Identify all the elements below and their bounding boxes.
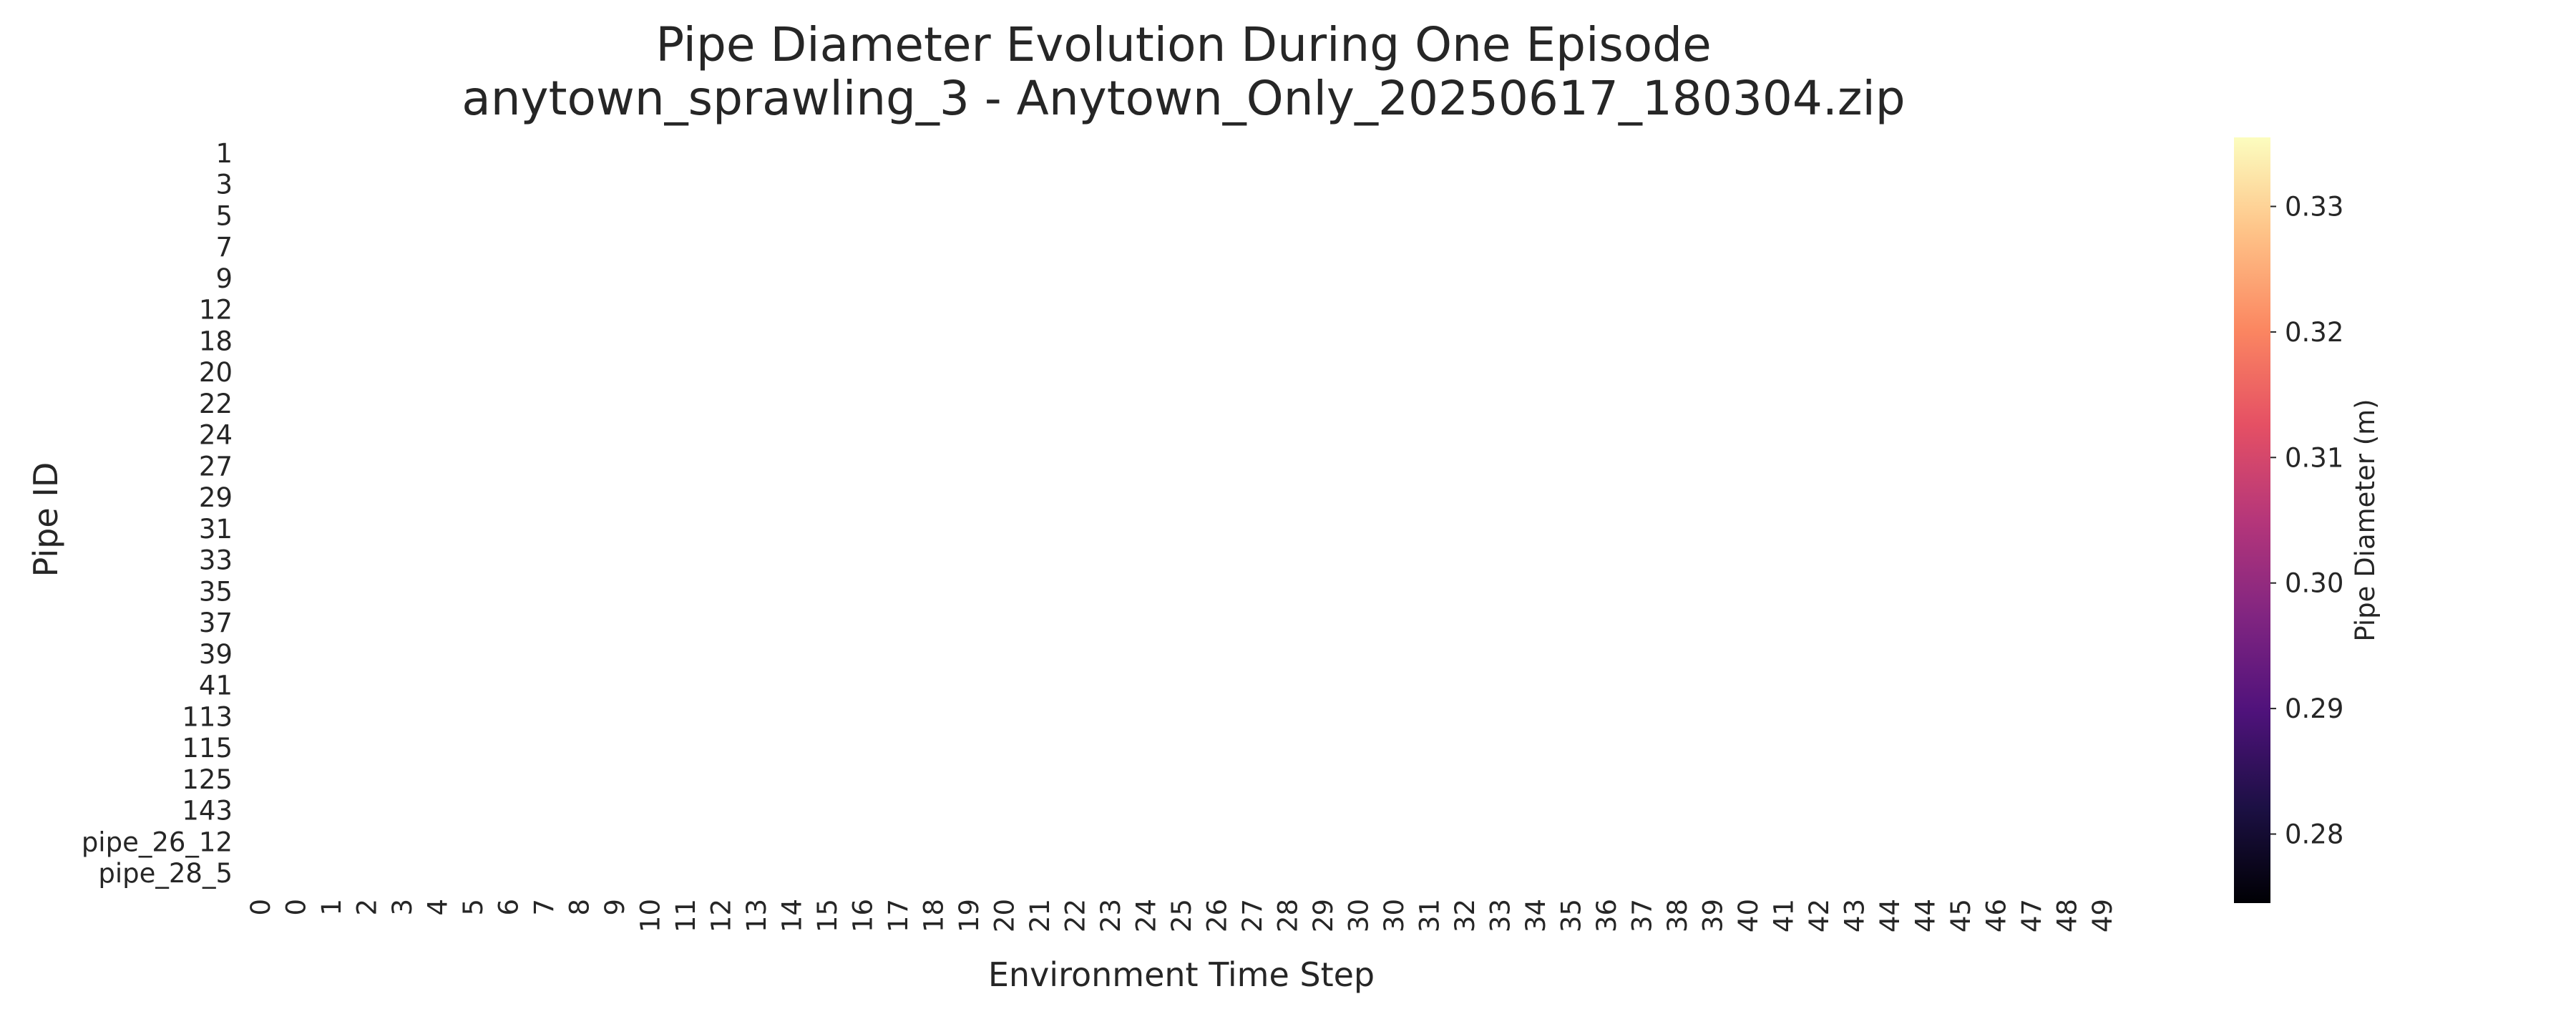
x-tick-label: 14 [776, 899, 807, 932]
colorbar-tick-label: 0.32 [2285, 317, 2343, 348]
x-tick-label: 30 [1344, 899, 1375, 932]
y-axis-label: Pipe ID [26, 462, 65, 577]
x-tick-label: 31 [1415, 899, 1445, 932]
colorbar: 0.28 0.29 0.30 0.31 0.32 0.33 Pipe Diameter (… [2234, 137, 2381, 903]
x-tick-label: 4 [422, 899, 453, 916]
colorbar-label: Pipe Diameter (m) [2350, 399, 2381, 641]
chart-title-line-1: Pipe Diameter Evolution During One Episo… [655, 17, 1711, 72]
y-tick-labels: 1357912182022242729313335373941113115125… [82, 138, 233, 889]
y-tick-label: 1 [215, 138, 233, 169]
x-tick-label: 44 [1875, 899, 1906, 932]
x-tick-label: 9 [600, 899, 630, 916]
y-tick-label: 41 [199, 671, 233, 701]
y-tick-label: 31 [199, 514, 233, 545]
x-tick-label: 12 [706, 899, 736, 932]
x-tick-label: 8 [564, 899, 595, 916]
x-tick-label: 30 [1379, 899, 1410, 932]
x-tick-label: 35 [1556, 899, 1587, 932]
colorbar-tick-label: 0.28 [2285, 819, 2343, 850]
x-tick-label: 24 [1131, 899, 1161, 932]
x-tick-label: 11 [670, 899, 701, 932]
x-tick-label: 41 [1769, 899, 1800, 932]
x-tick-label: 34 [1521, 899, 1551, 932]
y-tick-label: 22 [199, 389, 233, 419]
x-tick-label: 17 [883, 899, 914, 932]
x-axis-label: Environment Time Step [988, 955, 1375, 994]
y-tick-label: 5 [215, 200, 233, 231]
x-tick-label: 48 [2052, 899, 2083, 932]
y-tick-label: 27 [199, 451, 233, 482]
x-tick-label: 32 [1450, 899, 1480, 932]
x-tick-label: 5 [458, 899, 489, 916]
x-tick-label: 10 [635, 899, 665, 932]
y-tick-label: 12 [199, 295, 233, 326]
colorbar-tick-label: 0.31 [2285, 442, 2343, 473]
x-tick-label: 23 [1096, 899, 1126, 932]
y-tick-label: 35 [199, 576, 233, 607]
x-tick-label: 13 [741, 899, 772, 932]
colorbar-tick-label: 0.33 [2285, 191, 2343, 222]
x-tick-label: 3 [387, 899, 418, 916]
x-tick-label: 29 [1308, 899, 1339, 932]
heatmap-plot-area [243, 137, 2120, 889]
y-tick-label: 37 [199, 608, 233, 638]
y-tick-label: 33 [199, 545, 233, 576]
y-tick-label: 125 [182, 764, 233, 795]
x-tick-label: 37 [1627, 899, 1658, 932]
y-tick-label: 3 [215, 170, 233, 200]
y-tick-label: 20 [199, 357, 233, 388]
x-tick-label: 33 [1485, 899, 1516, 932]
x-tick-label: 36 [1591, 899, 1622, 932]
y-tick-label: 7 [215, 232, 233, 263]
x-tick-label: 26 [1202, 899, 1233, 932]
y-tick-label: 143 [182, 796, 233, 827]
x-tick-label: 22 [1060, 899, 1091, 932]
x-tick-label: 18 [918, 899, 949, 932]
y-tick-label: pipe_28_5 [98, 858, 233, 889]
x-tick-label: 2 [351, 899, 382, 916]
x-tick-label: 42 [1804, 899, 1835, 932]
x-tick-label: 1 [316, 899, 347, 916]
x-tick-label: 6 [493, 899, 524, 916]
y-tick-label: 24 [199, 420, 233, 451]
y-tick-label: 18 [199, 326, 233, 356]
x-tick-label: 44 [1911, 899, 1941, 932]
x-tick-label: 45 [1946, 899, 1976, 932]
x-tick-label: 0 [245, 899, 276, 916]
x-tick-label: 25 [1166, 899, 1197, 932]
x-tick-label: 47 [2016, 899, 2047, 932]
colorbar-ticks: 0.28 0.29 0.30 0.31 0.32 0.33 [2270, 191, 2343, 850]
x-tick-label: 20 [989, 899, 1020, 932]
colorbar-tick-label: 0.29 [2285, 693, 2343, 724]
y-tick-label: 115 [182, 733, 233, 764]
x-tick-label: 19 [954, 899, 985, 932]
heatmap-cells-area [243, 137, 2120, 889]
chart-title-line-2: anytown_sprawling_3 - Anytown_Only_20250… [462, 71, 1905, 126]
y-tick-label: pipe_26_12 [82, 827, 233, 857]
colorbar-gradient [2234, 137, 2270, 903]
colorbar-tick-label: 0.30 [2285, 568, 2343, 599]
x-tick-label: 39 [1698, 899, 1729, 932]
x-tick-label: 27 [1237, 899, 1268, 932]
x-tick-label: 49 [2087, 899, 2118, 932]
x-tick-label: 40 [1733, 899, 1764, 932]
x-tick-label: 46 [1981, 899, 2012, 932]
x-tick-label: 38 [1662, 899, 1693, 932]
y-tick-label: 39 [199, 639, 233, 670]
x-tick-labels: 0 0 1 2 3 4 5 6 7 8 9 10 11 12 13 14 15 16 17 18 19 20 21 22 23 2… [245, 899, 2118, 932]
x-tick-label: 7 [529, 899, 560, 916]
x-tick-label: 0 [280, 899, 311, 916]
x-tick-label: 16 [847, 899, 878, 932]
x-tick-label: 43 [1840, 899, 1870, 932]
y-tick-label: 29 [199, 482, 233, 513]
x-tick-label: 15 [812, 899, 843, 932]
y-tick-label: 113 [182, 701, 233, 732]
x-tick-label: 28 [1273, 899, 1304, 932]
y-tick-label: 9 [215, 263, 233, 294]
x-tick-label: 21 [1025, 899, 1055, 932]
